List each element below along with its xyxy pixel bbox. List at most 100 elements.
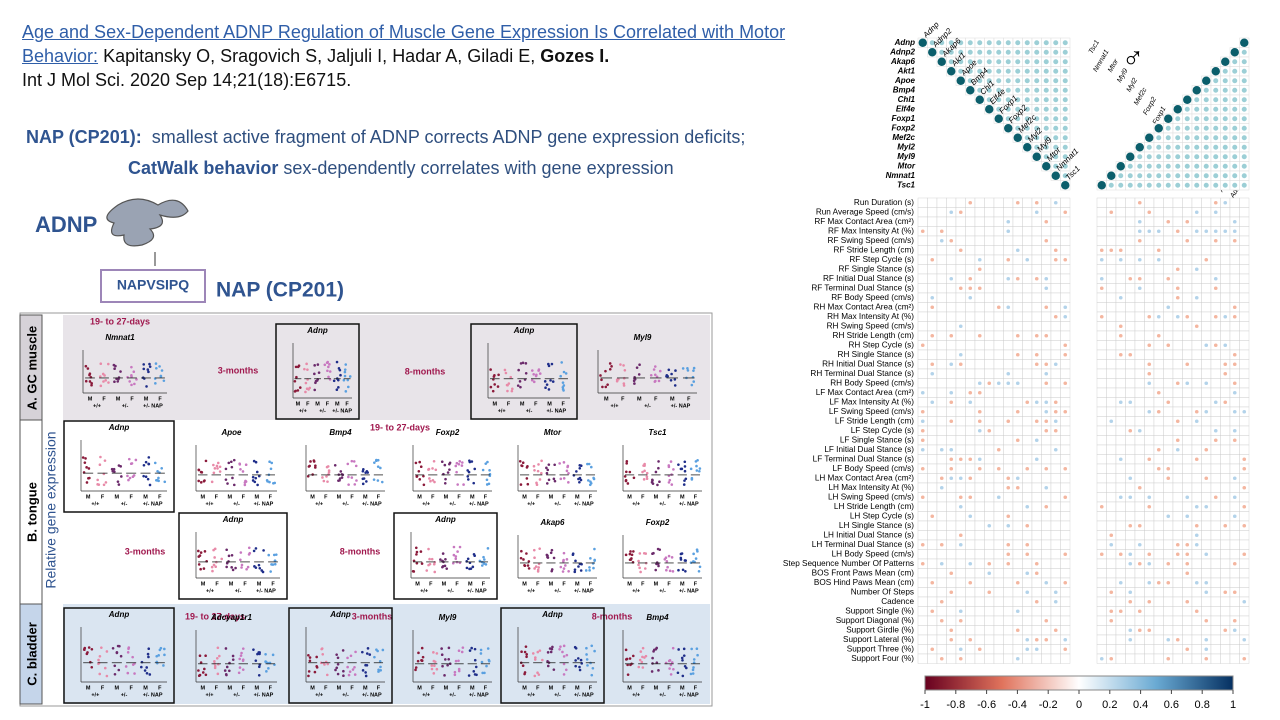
cell [1041,292,1052,303]
cell [1050,235,1061,246]
sample-dot [90,383,93,387]
cell-dot [1242,599,1247,604]
cell [1229,520,1240,531]
sample-dot [147,370,150,374]
sample-dot [342,669,345,673]
cell-dot [1063,381,1068,386]
sample-dot [488,468,491,472]
cell [1012,492,1023,503]
cell-dot [1137,173,1143,179]
cell-dot [958,476,963,481]
genotype-label: +/+ [206,692,214,698]
cell [984,207,995,218]
cell-dot [1128,495,1133,500]
cell-dot [1175,314,1180,319]
cell [936,644,947,655]
cell [1125,577,1136,588]
sample-dot [412,570,416,573]
sex-label: M [200,685,205,691]
cell [1153,340,1164,351]
cell [1201,359,1212,370]
cell [1191,235,1202,246]
cell-dot [1118,333,1123,338]
sample-dot [535,483,539,487]
sex-label: M [522,581,527,587]
cell [1144,634,1155,645]
sample-dot [422,483,426,487]
cell [1229,549,1240,560]
sample-dot [97,658,100,662]
cell-dot [1062,97,1068,103]
cell [946,302,957,313]
cell [1096,511,1107,522]
cell [955,435,966,446]
sample-dot [593,558,596,562]
sample-dot [349,654,353,658]
cell [1191,302,1202,313]
cell-dot [1044,305,1049,310]
sample-dot [420,562,424,565]
cell-dot [1242,485,1247,490]
sample-dot [444,658,447,661]
cell-dot [1185,314,1190,319]
cell [1096,340,1107,351]
cell-dot [968,390,973,395]
y-axis-label: Relative gene expression [43,431,59,588]
cell-dot [1232,428,1237,433]
cell [1134,416,1145,427]
cell [974,311,985,322]
sample-dot [229,460,233,464]
cell-dot [1099,257,1104,262]
measure-label: Support Girdle (%) [846,625,914,634]
cell [1012,340,1023,351]
sample-dot [562,662,566,666]
cell [1210,568,1221,579]
cell [1125,568,1136,579]
cell [1220,653,1231,664]
cell [1134,321,1145,332]
sample-dot [537,368,541,371]
article-link[interactable]: Age and Sex-Dependent ADNP Regulation of… [22,22,786,66]
sample-dot [638,658,642,662]
cell [1022,235,1033,246]
cell-dot [1024,78,1030,84]
cell-dot [1137,485,1142,490]
cell [1041,349,1052,360]
sample-dot [98,655,102,658]
cell [936,330,947,341]
sex-label: M [442,581,447,587]
cell [1144,216,1155,227]
cell-dot [1194,135,1200,141]
cell [1041,511,1052,522]
cell [1060,368,1071,379]
cell-dot [968,276,973,281]
cell [1163,520,1174,531]
cell [1115,273,1126,284]
cell-dot [1015,200,1020,205]
cell [1210,444,1221,455]
cell [927,530,938,541]
sample-dot [589,481,593,485]
sex-label: F [589,581,593,587]
cell [1041,387,1052,398]
cell-dot [1025,590,1030,595]
sample-dot [443,482,447,485]
cell [1163,406,1174,417]
cell [1239,511,1250,522]
sample-dot [665,568,668,572]
genotype-label: +/- [447,588,454,594]
cell-dot [1006,514,1011,519]
cell [1201,292,1212,303]
cell [1220,207,1231,218]
sample-dot [547,463,551,466]
sample-dot [372,478,376,481]
cell [1153,292,1164,303]
cell-dot [1006,276,1011,281]
sample-dot [653,380,657,383]
cell-dot [1015,476,1020,481]
cell-dot [1118,324,1123,329]
cell [1163,197,1174,208]
sample-dot [455,461,459,465]
cell [946,216,957,227]
sample-dot [313,388,317,392]
